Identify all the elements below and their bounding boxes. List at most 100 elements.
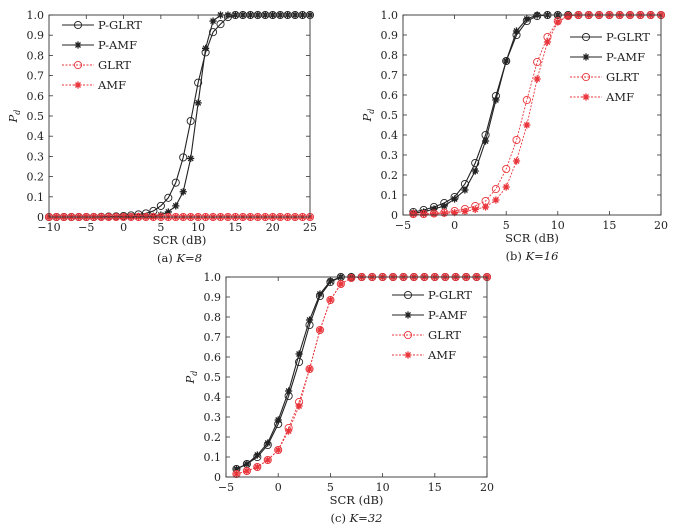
x-tick-label: −5 (78, 221, 94, 234)
x-tick-label: 15 (428, 481, 442, 494)
plot-frame (402, 14, 662, 216)
y-tick-label: 0.5 (27, 110, 45, 123)
data-point (326, 277, 334, 285)
data-point (187, 154, 195, 163)
legend: P-GLRT P-AMF GLRT AMF (62, 18, 142, 92)
legend-label: P-GLRT (98, 18, 142, 32)
data-point (347, 274, 355, 282)
x-tick-label: 15 (228, 221, 242, 234)
y-tick-label: 0.8 (381, 49, 399, 62)
panel-caption: (b) K=16 (506, 249, 559, 263)
data-point (512, 27, 521, 35)
y-tick-label: 0 (37, 211, 44, 224)
x-tick-label: 10 (191, 221, 205, 234)
y-tick-label: 0.2 (27, 171, 45, 184)
series-glrt (232, 272, 492, 479)
y-tick-label: 0.4 (204, 391, 222, 404)
series-line (413, 14, 661, 213)
y-tick-label: 0 (391, 209, 398, 222)
y-tick-label: 1.0 (204, 271, 222, 284)
data-point (481, 137, 490, 145)
series-p-amf (232, 273, 491, 473)
x-tick-label: 0 (451, 219, 458, 232)
legend: P-GLRT P-AMF GLRT AMF (392, 288, 472, 362)
data-point (164, 193, 173, 202)
series-line (236, 276, 487, 475)
legend-marker-circle-icon (581, 32, 591, 42)
data-point (471, 205, 479, 213)
data-point (512, 135, 521, 145)
data-point (202, 44, 210, 52)
data-point (305, 365, 314, 373)
legend-marker-star-icon (404, 351, 412, 359)
y-tick-label: 0.8 (204, 311, 222, 324)
legend-marker-circle-icon (73, 20, 83, 30)
x-tick-label: 20 (480, 481, 494, 494)
series-line (413, 14, 661, 215)
legend-label: AMF (97, 78, 126, 92)
data-point (337, 280, 345, 288)
legend-label: GLRT (428, 328, 461, 342)
x-tick-label: −5 (395, 219, 411, 232)
legend-label: P-AMF (606, 50, 645, 64)
data-point (554, 18, 562, 26)
data-point (295, 357, 304, 367)
series-p-glrt (232, 272, 492, 474)
legend-marker-star-icon (404, 311, 412, 319)
data-point (232, 465, 241, 473)
y-axis-label: Pd (6, 110, 22, 124)
data-point (243, 460, 251, 468)
y-axis-label: Pd (183, 371, 199, 385)
data-point (316, 326, 324, 334)
data-point (216, 20, 225, 29)
data-point (253, 451, 261, 459)
data-point (326, 296, 334, 304)
data-point (533, 57, 542, 67)
series-line (413, 14, 661, 215)
data-point (156, 201, 165, 210)
x-axis-label: SCR (dB) (330, 493, 384, 507)
y-tick-label: 0.3 (204, 411, 222, 424)
x-tick-label: 20 (654, 219, 668, 232)
data-point (430, 210, 438, 218)
data-point (502, 164, 511, 174)
data-point (451, 195, 459, 203)
y-tick-label: 0.3 (381, 149, 399, 162)
data-point (492, 196, 500, 204)
data-point (305, 316, 314, 324)
y-tick-label: 0.6 (204, 351, 222, 364)
x-axis-label: SCR (dB) (505, 231, 559, 245)
data-point (295, 350, 303, 358)
x-tick-label: 15 (602, 219, 616, 232)
legend-marker-circle-icon (403, 330, 413, 340)
data-point (164, 208, 172, 216)
legend-label: P-GLRT (428, 288, 472, 302)
y-tick-label: 0.9 (204, 291, 222, 304)
y-tick-label: 0.7 (381, 69, 399, 82)
data-point (285, 387, 293, 395)
data-point (194, 99, 202, 107)
legend-marker-star-icon (582, 93, 590, 101)
legend-label: P-AMF (98, 38, 137, 52)
y-tick-label: 0.2 (204, 431, 222, 444)
panel-caption: (c) K=32 (331, 511, 383, 525)
y-axis-label: Pd (360, 109, 376, 123)
data-point (543, 38, 552, 46)
y-tick-label: 0.1 (204, 451, 222, 464)
data-point (194, 78, 203, 87)
data-point (461, 207, 469, 215)
data-point (264, 439, 272, 447)
x-tick-label: 5 (327, 481, 334, 494)
x-tick-label: 5 (157, 221, 164, 234)
x-tick-label: 10 (376, 481, 390, 494)
data-point (243, 467, 251, 475)
data-point (533, 75, 541, 83)
data-point (420, 210, 428, 218)
data-point (461, 186, 469, 194)
chart-panel-1: 00.10.20.30.40.50.60.70.80.91.0−5 0 5 10 15 2… (360, 9, 668, 263)
legend-label: AMF (427, 348, 456, 362)
legend-label: GLRT (606, 70, 639, 84)
series-p-glrt (44, 10, 315, 222)
data-point (274, 416, 282, 424)
